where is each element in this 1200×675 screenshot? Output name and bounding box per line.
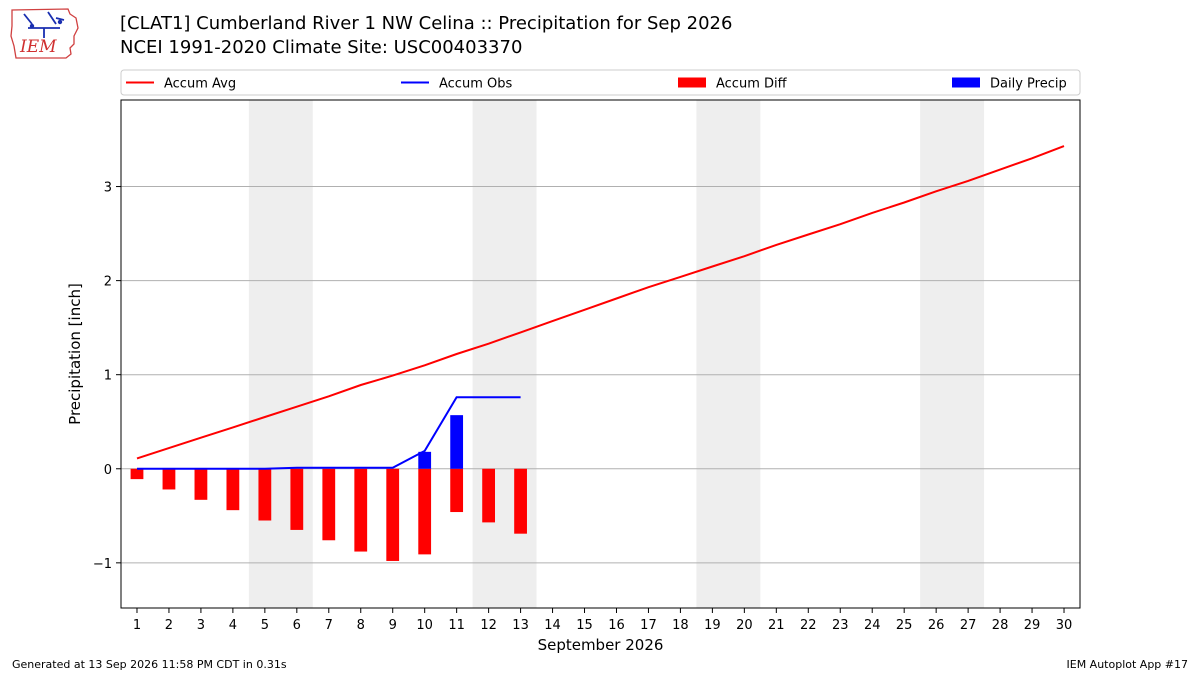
accum-diff-bar bbox=[322, 468, 336, 541]
accum-diff-bar bbox=[258, 468, 272, 521]
y-tick-label: 1 bbox=[104, 369, 112, 384]
accum-diff-bar bbox=[130, 468, 144, 480]
plot-area-frame bbox=[120, 99, 1081, 609]
accum-diff-bar bbox=[194, 468, 208, 500]
series-lines bbox=[136, 145, 1065, 470]
accum-obs-line bbox=[137, 396, 521, 470]
x-axis: 1 2 3 4 5 6 7 8 9 10 11 12 13 14 15 16 17 18 19 20 21 22 23 24 2… bbox=[133, 608, 1072, 633]
accum-diff-bar bbox=[162, 468, 176, 490]
app-credit: IEM Autoplot App #17 bbox=[1066, 658, 1189, 671]
legend-label: Accum Avg bbox=[164, 77, 236, 92]
x-tick-label: 2 bbox=[165, 618, 173, 633]
x-tick-label: 5 bbox=[261, 618, 269, 633]
weekend-band bbox=[472, 100, 537, 608]
legend-label: Accum Obs bbox=[439, 77, 512, 92]
x-tick-label: 22 bbox=[800, 618, 817, 633]
x-tick-label: 30 bbox=[1056, 618, 1073, 633]
x-tick-label: 13 bbox=[512, 618, 529, 633]
x-tick-label: 9 bbox=[389, 618, 397, 633]
grid-lines bbox=[121, 186, 1080, 564]
y-tick-label: 2 bbox=[104, 275, 112, 290]
accum-diff-bar bbox=[290, 468, 304, 530]
y-axis-label: Precipitation [inch] bbox=[66, 283, 84, 425]
y-tick-label: 0 bbox=[104, 463, 112, 478]
daily-precip-bar bbox=[418, 451, 432, 469]
accum-diff-bar bbox=[514, 468, 527, 534]
accum-diff-bar bbox=[482, 468, 496, 523]
weekend-shading bbox=[248, 100, 985, 608]
legend-key-patch bbox=[952, 77, 980, 88]
x-tick-label: 21 bbox=[768, 618, 785, 633]
x-axis-label: September 2026 bbox=[538, 636, 664, 654]
x-tick-label: 6 bbox=[293, 618, 301, 633]
x-tick-label: 4 bbox=[229, 618, 237, 633]
x-tick-label: 25 bbox=[896, 618, 913, 633]
generated-timestamp: Generated at 13 Sep 2026 11:58 PM CDT in… bbox=[12, 658, 287, 671]
accum-avg-line bbox=[136, 145, 1065, 460]
x-tick-label: 23 bbox=[832, 618, 849, 633]
legend-label: Accum Diff bbox=[716, 77, 788, 92]
x-tick-label: 19 bbox=[704, 618, 721, 633]
iowa-state-outline bbox=[10, 8, 79, 59]
x-tick-label: 26 bbox=[928, 618, 945, 633]
x-tick-label: 11 bbox=[448, 618, 465, 633]
legend-box bbox=[120, 69, 1081, 96]
x-tick-label: 10 bbox=[416, 618, 433, 633]
chart-subtitle: NCEI 1991-2020 Climate Site: USC00403370 bbox=[120, 37, 523, 58]
accum-diff-bar bbox=[386, 468, 400, 561]
x-tick-label: 3 bbox=[197, 618, 205, 633]
accum-diff-bar bbox=[418, 468, 432, 555]
weather-station-icon bbox=[23, 11, 65, 38]
x-tick-label: 27 bbox=[960, 618, 977, 633]
x-tick-label: 18 bbox=[672, 618, 689, 633]
x-tick-label: 20 bbox=[736, 618, 753, 633]
accum-diff-bar bbox=[226, 468, 240, 511]
y-tick-label: 3 bbox=[104, 181, 112, 196]
x-tick-label: 7 bbox=[325, 618, 333, 633]
daily-precip-bar bbox=[450, 415, 464, 469]
bars bbox=[130, 415, 527, 561]
x-tick-label: 29 bbox=[1024, 618, 1041, 633]
x-tick-label: 24 bbox=[864, 618, 881, 633]
weekend-band bbox=[920, 100, 985, 608]
accum-diff-bar bbox=[354, 468, 368, 552]
x-tick-label: 1 bbox=[133, 618, 141, 633]
y-axis: −1 0 1 2 3 bbox=[93, 181, 121, 572]
logo-text: IEM bbox=[19, 37, 57, 57]
accum-diff-bar bbox=[450, 468, 464, 513]
x-tick-label: 12 bbox=[480, 618, 497, 633]
y-tick-label: −1 bbox=[93, 557, 112, 572]
legend: Accum Avg Accum Obs Accum Diff Daily Precip bbox=[120, 69, 1081, 96]
weekend-band bbox=[696, 100, 761, 608]
chart-title: [CLAT1] Cumberland River 1 NW Celina :: … bbox=[120, 13, 733, 34]
x-tick-label: 14 bbox=[544, 618, 561, 633]
x-tick-label: 8 bbox=[357, 618, 365, 633]
iem-logo: IEM bbox=[10, 8, 79, 59]
x-tick-label: 15 bbox=[576, 618, 593, 633]
x-tick-label: 17 bbox=[640, 618, 657, 633]
x-tick-label: 16 bbox=[608, 618, 625, 633]
weekend-band bbox=[248, 100, 313, 608]
legend-key-patch bbox=[678, 77, 706, 88]
x-tick-label: 28 bbox=[992, 618, 1009, 633]
legend-label: Daily Precip bbox=[990, 77, 1067, 92]
